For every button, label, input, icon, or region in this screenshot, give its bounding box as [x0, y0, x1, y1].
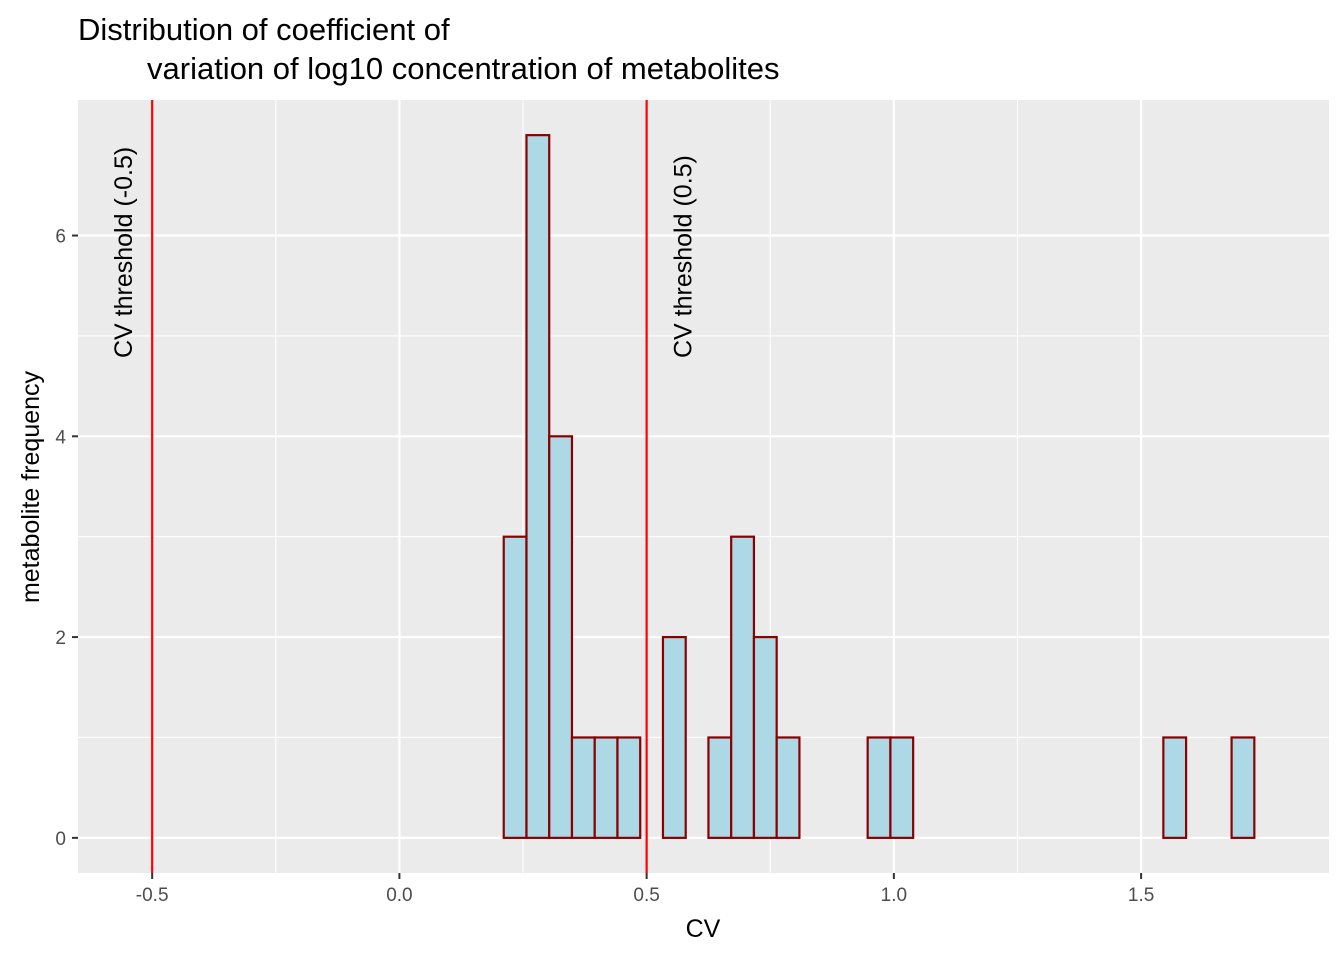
x-axis-title: CV [686, 915, 721, 943]
y-axis-title: metabolite frequency [17, 370, 45, 603]
histogram-bar [866, 736, 892, 839]
threshold-label: CV threshold (-0.5) [110, 147, 138, 358]
histogram-bar [1230, 736, 1256, 839]
grid-minor [78, 100, 1329, 873]
chart-title: Distribution of coefficient of variation… [78, 12, 779, 86]
threshold-annotations: CV threshold (-0.5) CV threshold (0.5) [110, 147, 697, 358]
histogram-bar [1162, 736, 1188, 839]
threshold-lines [151, 100, 648, 873]
histogram-bar [752, 635, 778, 839]
histogram-bars [502, 134, 1256, 839]
histogram-bar [775, 736, 801, 839]
x-tick-label: 0.5 [633, 885, 659, 906]
y-tick-label: 6 [55, 227, 66, 248]
y-tick-label: 4 [55, 427, 66, 448]
x-tick-label: -0.5 [136, 885, 169, 906]
histogram-bar [570, 736, 596, 839]
plot-panel [78, 100, 1329, 873]
histogram-bar [593, 736, 619, 839]
threshold-label: CV threshold (0.5) [670, 155, 698, 358]
y-axis: 0 2 4 6 [55, 227, 78, 850]
histogram-bar [525, 134, 551, 839]
histogram-bar [616, 736, 642, 839]
histogram-bar [661, 635, 687, 839]
histogram-bar [548, 435, 574, 839]
chart-title-line-2: variation of log10 concentration of meta… [147, 51, 779, 86]
histogram-bar [889, 736, 915, 839]
x-axis: -0.5 0.0 0.5 1.0 1.5 [136, 873, 1154, 906]
chart-title-line-1: Distribution of coefficient of [78, 12, 450, 47]
x-tick-label: 1.5 [1128, 885, 1154, 906]
histogram-bar [707, 736, 733, 839]
histogram-bar [502, 535, 528, 839]
y-tick-label: 0 [55, 829, 66, 850]
y-tick-label: 2 [55, 628, 66, 649]
x-tick-label: 0.0 [386, 885, 412, 906]
histogram-bar [730, 535, 756, 839]
x-tick-label: 1.0 [881, 885, 907, 906]
